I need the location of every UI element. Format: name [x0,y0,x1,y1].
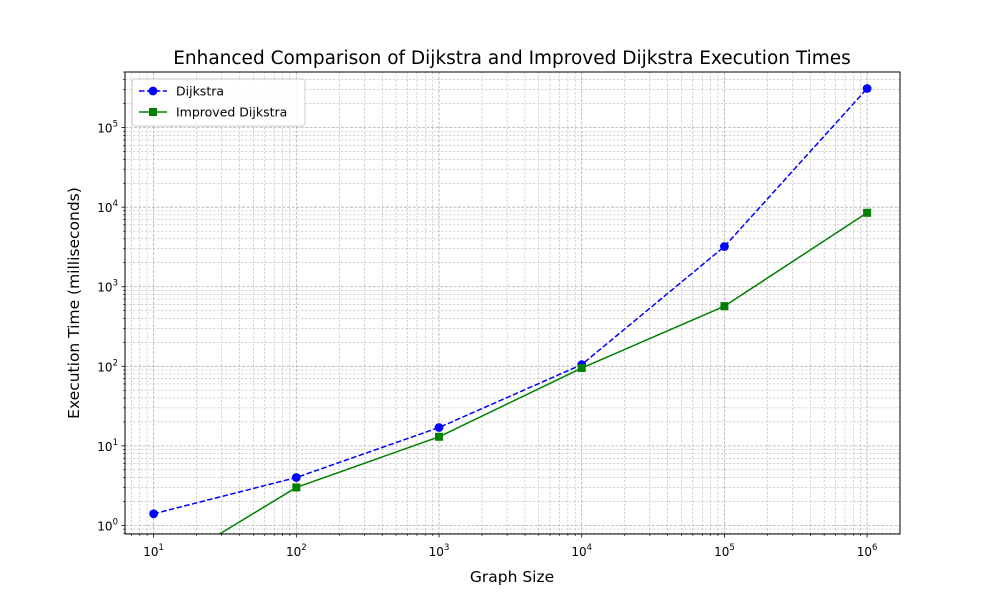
legend-marker [149,108,157,116]
chart-title: Enhanced Comparison of Dijkstra and Impr… [173,48,851,69]
data-point-marker [434,423,444,432]
data-point-marker [435,432,444,441]
data-point-marker [291,473,301,482]
data-point-marker [862,84,872,93]
data-point-marker [720,302,729,311]
y-tick-label: 104 [97,199,118,215]
y-tick-label: 105 [97,120,118,136]
series-line-1 [153,88,868,515]
x-tick-label: 102 [286,543,307,559]
series-layer [149,84,872,534]
x-tick-label: 103 [429,543,450,559]
y-tick-label: 100 [97,517,118,533]
y-axis-label: Execution Time (milliseconds) [65,187,83,419]
y-tick-label: 101 [97,438,118,454]
x-axis-label: Graph Size [470,568,554,586]
data-point-marker [292,483,301,492]
legend-label: Improved Dijkstra [176,105,287,120]
data-point-marker [863,208,872,217]
data-point-marker [577,364,586,373]
data-point-marker [720,242,729,251]
x-tick-label: 105 [714,543,735,559]
y-tick-label: 103 [97,279,118,295]
legend-label: Dijkstra [176,84,224,99]
legend-marker [148,86,158,96]
x-tick-label: 106 [857,543,878,559]
x-tick-label: 104 [571,543,592,559]
legend-box [131,78,306,127]
data-point-marker [149,509,159,519]
series-line-2 [218,212,868,534]
y-tick-label: 102 [97,358,118,374]
legend: Dijkstra Improved Dijkstra [131,78,306,127]
plot-frame [124,71,901,535]
x-tick-label: 101 [143,543,164,559]
grid [125,71,900,534]
